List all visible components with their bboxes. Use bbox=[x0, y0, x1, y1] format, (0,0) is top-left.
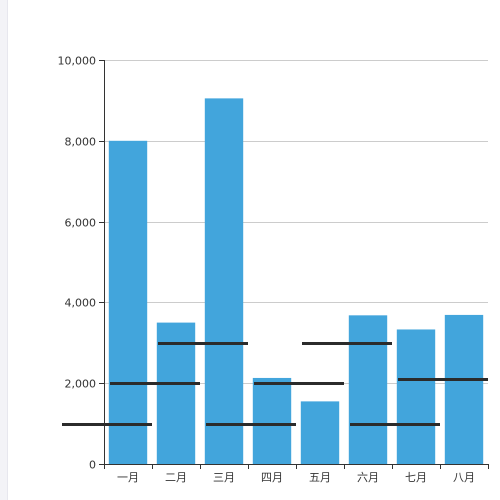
x-tick-label: 二月 bbox=[165, 471, 187, 484]
bar bbox=[156, 322, 196, 464]
y-tick-label: 2,000 bbox=[65, 378, 97, 391]
y-tick-label: 4,000 bbox=[65, 297, 97, 310]
x-tick-label: 八月 bbox=[453, 471, 475, 484]
y-tick-label: 10,000 bbox=[58, 55, 97, 68]
x-tick-label: 五月 bbox=[309, 471, 331, 484]
bar bbox=[108, 140, 148, 465]
bar bbox=[444, 314, 484, 464]
x-tick-label: 一月 bbox=[117, 471, 139, 484]
y-tick-label: 0 bbox=[89, 459, 96, 472]
bar bbox=[348, 315, 388, 464]
bar bbox=[252, 377, 292, 464]
x-tick-label: 四月 bbox=[261, 471, 283, 484]
x-tick-label: 七月 bbox=[405, 471, 427, 484]
bar bbox=[396, 329, 436, 464]
bar bbox=[300, 401, 340, 464]
bar bbox=[204, 98, 244, 464]
x-tick-label: 三月 bbox=[213, 471, 235, 484]
left-rail bbox=[0, 0, 8, 500]
y-tick-label: 8,000 bbox=[65, 136, 97, 149]
y-tick-label: 6,000 bbox=[65, 217, 97, 230]
x-tick-label: 六月 bbox=[357, 471, 379, 484]
